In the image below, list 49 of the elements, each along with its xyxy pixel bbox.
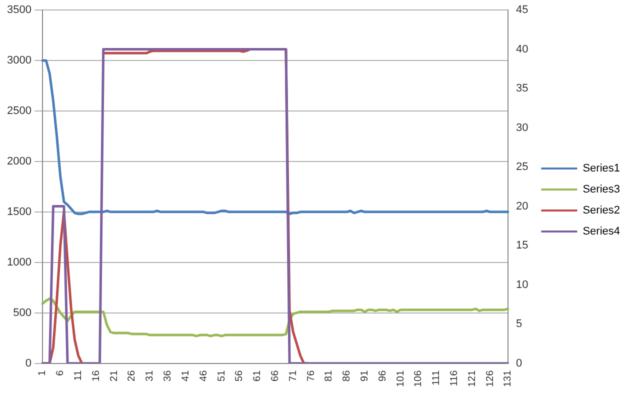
x-tick-label: 86 (342, 370, 353, 382)
x-tick-label: 31 (144, 370, 156, 382)
y-tick-label: 0 (25, 357, 32, 370)
x-tick-label: 51 (216, 370, 228, 382)
y-tick-label: 2500 (6, 104, 32, 117)
x-tick-label: 41 (180, 370, 192, 382)
x-tick-label: 96 (377, 370, 388, 382)
x-tick-label: 111 (431, 370, 442, 386)
legend-label: Series4 (582, 226, 620, 238)
x-tick-label: 106 (413, 370, 424, 388)
y2-tick-label: 0 (516, 357, 522, 370)
y2-tick-label: 45 (516, 4, 528, 16)
x-tick-label: 91 (359, 370, 370, 382)
legend-label: Series3 (582, 184, 620, 196)
y-tick-label: 1500 (6, 206, 32, 218)
y2-tick-label: 25 (516, 161, 528, 174)
y2-tick-label: 10 (516, 278, 528, 291)
x-tick-label: 46 (198, 370, 210, 382)
y-tick-label: 500 (13, 306, 32, 319)
y2-tick-label: 5 (516, 318, 522, 330)
y2-tick-label: 20 (516, 200, 528, 212)
x-tick-label: 66 (270, 370, 281, 382)
x-tick-label: 131 (502, 370, 514, 388)
y-tick-label: 3000 (6, 54, 32, 67)
x-tick-label: 116 (449, 370, 460, 386)
x-tick-label: 56 (234, 370, 246, 382)
x-tick-label: 36 (162, 370, 174, 382)
x-tick-label: 21 (108, 370, 120, 382)
y2-tick-label: 35 (516, 82, 528, 95)
x-tick-label: 101 (395, 370, 406, 388)
x-tick-label: 126 (484, 370, 496, 388)
x-tick-label: 61 (252, 370, 264, 382)
x-tick-label: 81 (324, 370, 335, 382)
y2-tick-label: 15 (516, 240, 528, 252)
x-tick-label: 6 (55, 370, 66, 376)
x-tick-label: 1 (37, 370, 48, 376)
y-tick-label: 2000 (6, 155, 32, 168)
legend-label: Series1 (582, 162, 620, 175)
x-tick-label: 121 (466, 370, 478, 388)
x-tick-label: 76 (306, 370, 317, 382)
legend-label: Series2 (582, 204, 620, 217)
x-tick-label: 16 (90, 370, 102, 382)
x-tick-label: 11 (73, 370, 84, 381)
y-tick-label: 3500 (6, 4, 32, 16)
x-tick-label: 71 (288, 370, 299, 382)
y2-tick-label: 30 (516, 122, 528, 134)
x-tick-label: 26 (126, 370, 138, 382)
y-tick-label: 1000 (6, 256, 32, 268)
y2-tick-label: 40 (516, 43, 528, 56)
